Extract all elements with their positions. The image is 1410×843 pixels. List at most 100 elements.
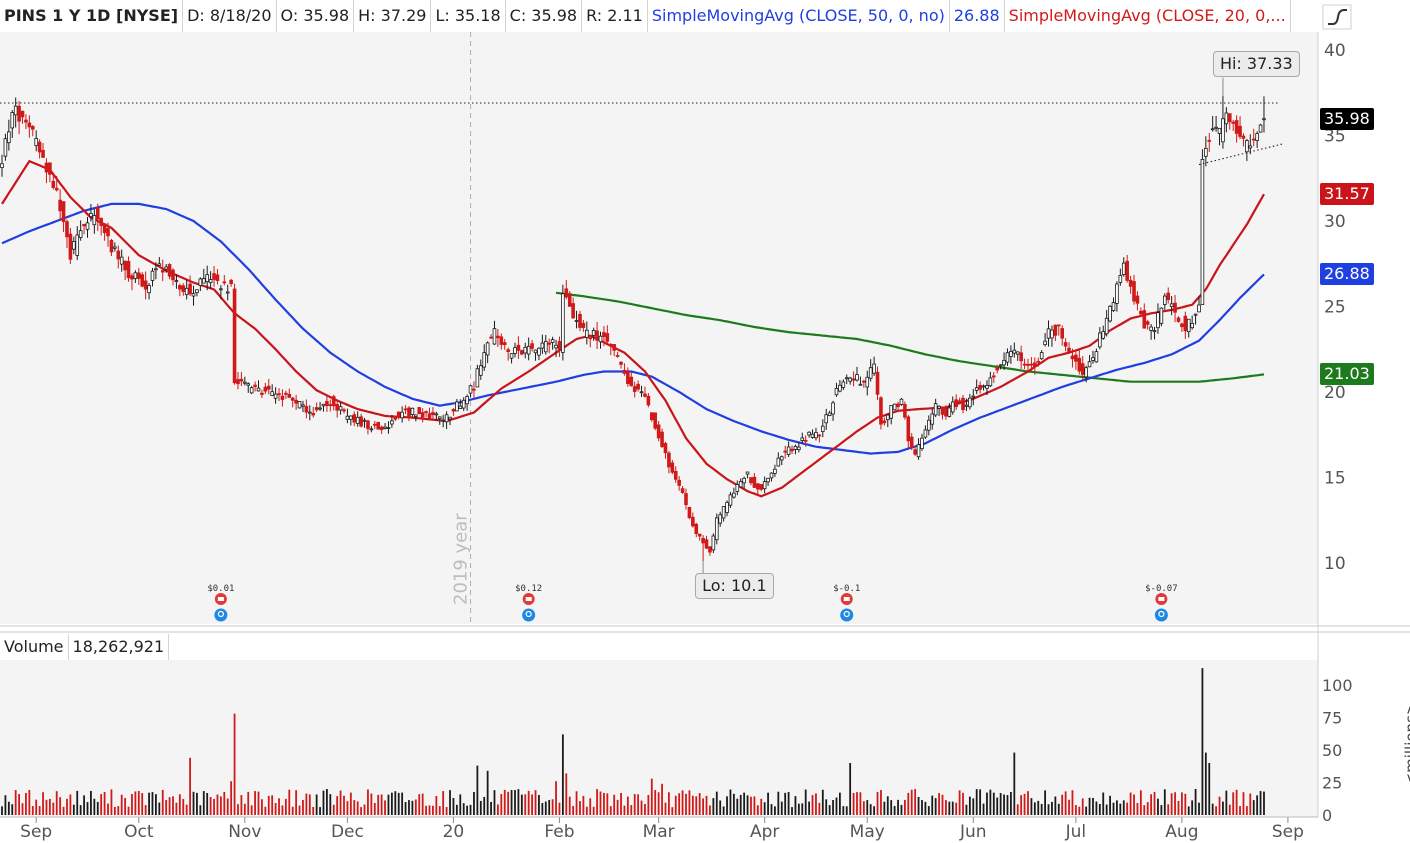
- bulb-icon: [840, 608, 854, 622]
- candle-body: [879, 397, 883, 425]
- candle-body: [424, 411, 428, 414]
- candle-body: [639, 391, 644, 394]
- candle-body: [540, 342, 545, 349]
- earnings-amount: $0.01: [207, 584, 234, 594]
- candle-body: [1012, 349, 1017, 354]
- candle-body: [331, 396, 336, 407]
- candle-body: [318, 407, 322, 410]
- x-tick-label: May: [850, 822, 885, 842]
- candle-body: [885, 414, 890, 421]
- candle-body: [790, 448, 794, 452]
- candle-body: [437, 416, 442, 419]
- candle-body: [1156, 312, 1160, 329]
- candle-body: [728, 494, 733, 506]
- candle-body: [191, 293, 196, 297]
- candle-body: [1204, 147, 1208, 157]
- volume-tick-label: 100: [1322, 676, 1353, 695]
- volume-tick-label: 50: [1322, 741, 1342, 760]
- bulb-icon-detail: [1158, 610, 1165, 618]
- candle-body: [321, 403, 326, 407]
- candle-body: [1019, 352, 1023, 362]
- candle-body: [1207, 139, 1212, 142]
- candle-body: [126, 260, 131, 279]
- candle-body: [85, 222, 90, 230]
- trend-lines[interactable]: [0, 77, 1283, 574]
- candle-body: [68, 233, 73, 260]
- candle-body: [766, 477, 770, 483]
- candle-body: [1080, 363, 1085, 375]
- candle-body: [78, 230, 83, 238]
- candle-body: [342, 409, 346, 412]
- candle-body: [619, 361, 623, 365]
- candle-body: [41, 149, 45, 158]
- date-readout: D: 8/18/20: [183, 0, 277, 32]
- candle-body: [971, 395, 976, 398]
- volume-bars: [1, 668, 1265, 815]
- candle-body: [1118, 275, 1123, 283]
- candle-body: [817, 434, 822, 437]
- sma20-label[interactable]: SimpleMovingAvg (CLOSE, 20, 0,...: [1005, 0, 1291, 32]
- candle-body: [615, 355, 620, 357]
- candle-body: [1245, 140, 1249, 153]
- candle-body: [855, 374, 859, 381]
- candle-body: [150, 270, 155, 281]
- candle-body: [270, 391, 274, 396]
- candle-body: [1163, 295, 1167, 305]
- high-readout: H: 37.29: [354, 0, 432, 32]
- candle-body: [1135, 295, 1140, 304]
- candle-body: [307, 411, 312, 414]
- candle-body: [1200, 158, 1205, 305]
- candle-body: [359, 416, 363, 427]
- earnings-events[interactable]: $0.01 $0.12 $-0.1 $-0.07: [207, 584, 1178, 622]
- candle-body: [608, 343, 613, 347]
- candle-body: [944, 406, 948, 417]
- candle-body: [27, 122, 32, 128]
- x-tick-label: Jul: [1065, 822, 1087, 842]
- sma200-price-tag: 21.03: [1320, 363, 1374, 386]
- chart-style-button[interactable]: [1322, 4, 1352, 30]
- candle-body: [37, 141, 42, 153]
- candle-body: [1067, 347, 1071, 353]
- candle-body: [937, 405, 941, 409]
- candle-body: [933, 403, 938, 416]
- sma50-label[interactable]: SimpleMovingAvg (CLOSE, 50, 0, no): [648, 0, 950, 32]
- candle-body: [858, 383, 863, 386]
- candle-body: [660, 431, 664, 447]
- candle-body: [290, 397, 295, 401]
- candle-body: [701, 538, 705, 544]
- candle-body: [567, 293, 572, 307]
- candle-body: [390, 420, 394, 425]
- candle-body: [89, 213, 93, 218]
- candle-body: [868, 367, 873, 379]
- candle-body: [455, 401, 459, 412]
- symbol-label[interactable]: PINS 1 Y 1D [NYSE]: [0, 0, 184, 32]
- sma50-price-tag: 26.88: [1320, 263, 1374, 286]
- candle-body: [629, 376, 634, 387]
- candle-body: [362, 419, 367, 422]
- candle-body: [1094, 351, 1099, 363]
- candle-body: [232, 288, 237, 384]
- candle-body: [824, 414, 829, 424]
- candle-body: [875, 371, 880, 395]
- candle-body: [133, 272, 138, 279]
- candle-body: [513, 347, 517, 354]
- candle-body: [458, 405, 463, 409]
- volume-label[interactable]: Volume: [0, 634, 69, 660]
- candle-body: [896, 403, 900, 408]
- candlesticks[interactable]: [0, 95, 1266, 562]
- candle-body: [383, 426, 387, 429]
- candle-body: [72, 241, 76, 250]
- candle-body: [51, 180, 56, 188]
- year-watermark: 2019 year: [451, 32, 472, 624]
- candle-body: [1190, 322, 1194, 329]
- candle-body: [554, 344, 558, 349]
- candle-body: [352, 414, 357, 423]
- candle-body: [961, 397, 965, 411]
- candle-body: [1033, 362, 1037, 368]
- candle-body: [1121, 262, 1126, 275]
- volume-pane-background: [0, 660, 1318, 817]
- candle-body: [1115, 283, 1119, 304]
- candle-body: [136, 272, 141, 279]
- candle-body: [431, 412, 435, 416]
- candle-body: [957, 400, 962, 403]
